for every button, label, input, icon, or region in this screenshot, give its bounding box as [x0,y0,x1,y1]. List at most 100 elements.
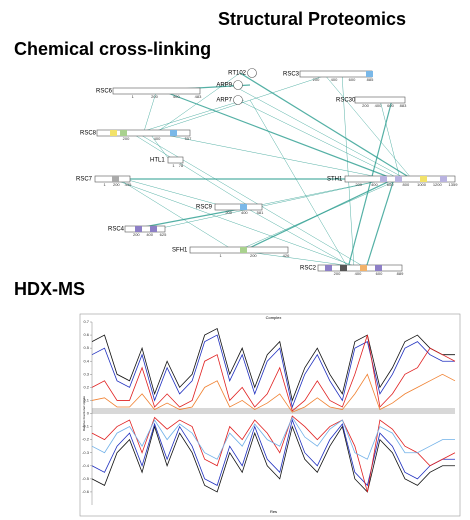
protein-label: RSC8 [80,131,97,137]
protein-label: RSC30 [336,98,356,104]
y-tick-label: 0.7 [83,319,89,324]
crosslink [149,132,170,161]
residue-tick: 400 [375,103,382,108]
domain [120,130,127,136]
hdx-line [91,327,455,402]
protein-bar [112,87,201,95]
crosslink [132,206,251,230]
residue-tick: 200 [362,103,369,108]
protein-bar [189,246,289,254]
protein-bar [96,129,191,137]
domain [440,176,447,182]
hdx-line [91,373,456,413]
residue-tick: 1 [220,253,223,258]
residue-tick: 200 [151,94,158,99]
residue-tick: 400 [241,210,248,215]
domain [380,176,387,182]
crosslink [365,178,395,269]
domain [360,265,367,271]
residue-tick: 600 [387,103,394,108]
residue-tick: 435 [125,182,132,187]
residue-tick: 400 [173,94,180,99]
domain [395,176,402,182]
residue-tick: 483 [195,94,202,99]
residue-tick: 800 [403,182,410,187]
crosslink [137,132,367,269]
protein-label: ARP9 [216,83,232,89]
y-tick-label: 0.1 [83,397,89,402]
section-title: Chemical cross-linking [14,39,211,59]
protein-node [247,68,257,78]
crosslink [143,90,157,134]
residue-tick: 1000 [417,182,427,187]
crosslink [341,73,355,269]
protein-label: STH1 [327,177,343,183]
crosslink-diagram: RT102 ARP9 ARP7 RSC3 200 400 600 885 RSC30 200 400… [76,68,459,276]
crosslink [323,73,413,180]
domain [135,226,142,232]
residue-tick: 1 [132,94,135,99]
protein-label: SFH1 [172,248,188,254]
residue-tick: 600 [376,271,383,276]
domain [150,226,157,232]
residue-tick: 1359 [449,182,459,187]
domain [112,176,119,182]
residue-tick: 1 [172,163,175,168]
crosslink [249,99,349,269]
y-tick-label: -0.5 [82,476,90,481]
crosslink [231,84,407,180]
residue-tick: 400 [355,271,362,276]
crosslink [156,178,389,230]
y-tick-label: -0.6 [82,489,90,494]
crosslink [237,99,401,180]
residue-tick: 600 [349,77,356,82]
domain [110,130,117,136]
crosslink [250,178,389,208]
chart-frame [79,313,461,517]
crosslink [347,99,393,269]
protein-label: RSC3 [283,72,300,78]
crosslink [162,90,395,180]
residue-tick: 400 [154,136,161,141]
protein-bar [124,225,166,233]
y-tick-label: -0.4 [82,463,90,468]
protein-bar [214,203,263,211]
residue-tick: 1200 [433,182,443,187]
domain [340,265,347,271]
protein-node [233,95,243,105]
domain [366,71,373,77]
crosslink [379,99,401,180]
y-tick-label: -0.3 [82,450,90,455]
y-tick-label: 0.3 [83,371,89,376]
y-tick-label: 0 [87,411,90,416]
y-tick-label: 0.6 [83,332,89,337]
protein-bar [354,96,406,104]
protein-label: RSC2 [300,266,317,272]
protein-label: RT102 [228,71,247,77]
protein-label: RSC7 [76,177,93,183]
crosslink [244,206,355,269]
protein-label: HTL1 [150,158,165,164]
hdx-line [91,334,455,409]
residue-tick: 200 [133,232,140,237]
residue-tick: 200 [225,210,232,215]
crosslink [155,132,389,180]
residue-tick: 600 [387,182,394,187]
y-tick-label: 0.2 [83,384,89,389]
y-tick-label: 0.5 [83,345,89,350]
crosslink [118,178,234,251]
protein-label: RSC6 [96,89,113,95]
residue-tick: 200 [123,136,130,141]
domain [170,130,177,136]
hdx-line [91,418,455,487]
protein-node [233,80,243,90]
hdx-line [91,425,455,493]
crosslink [124,178,227,208]
residue-tick: 426 [283,253,290,258]
domain [420,176,427,182]
chart-title: Complex [266,315,282,320]
residue-tick: 883 [400,103,407,108]
y-tick-label: -0.1 [82,424,90,429]
crosslink [112,178,361,269]
